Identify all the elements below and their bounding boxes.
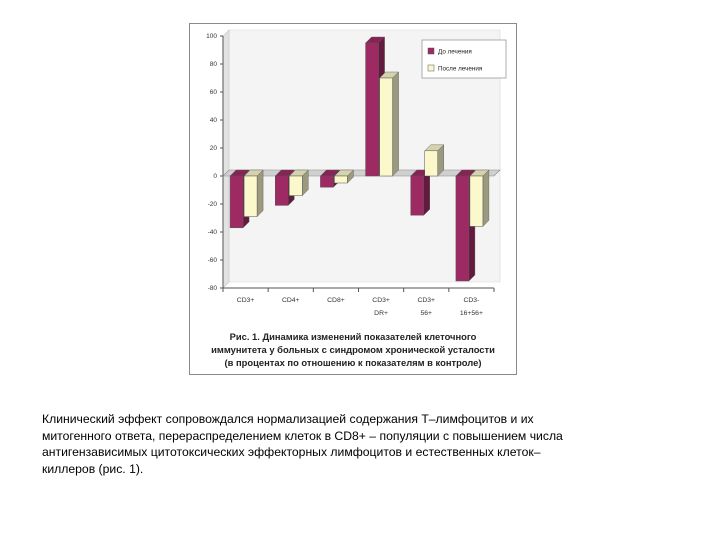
bar-side xyxy=(482,169,490,227)
bar-before xyxy=(410,169,431,216)
x-tick-label: DR+ xyxy=(374,310,388,317)
bar-after xyxy=(288,169,309,197)
y-tick-label: 100 xyxy=(206,33,217,40)
bar-after xyxy=(243,169,264,218)
bar-front xyxy=(469,175,484,227)
bar-after xyxy=(333,169,354,184)
caption-line: (в процентах по отношению к показателям … xyxy=(224,357,482,368)
paragraph-line: митогенного ответа, перераспределением к… xyxy=(42,428,563,443)
bar-side xyxy=(392,71,399,177)
bar-front xyxy=(289,175,303,196)
y-tick-label: -20 xyxy=(208,201,218,208)
bar-front xyxy=(365,42,379,177)
legend-swatch xyxy=(427,64,435,72)
x-tick-label: CD8+ xyxy=(327,297,345,304)
y-tick-label: -40 xyxy=(208,229,218,236)
legend-label: До лечения xyxy=(438,49,472,56)
figure-caption: Рис. 1. Динамика изменений показателей к… xyxy=(190,330,516,369)
legend-swatch xyxy=(427,47,435,55)
bar-front xyxy=(275,175,289,206)
bar-front xyxy=(334,175,348,184)
bar-front xyxy=(424,150,438,177)
caption-line: иммунитета у больных с синдромом хрониче… xyxy=(211,344,495,355)
paragraph-line: Клинический эффект сопровождался нормали… xyxy=(42,412,534,426)
body-paragraph: Клинический эффект сопровождался нормали… xyxy=(42,411,682,477)
x-tick-label: CD3+ xyxy=(417,297,435,304)
legend-label: После лечения xyxy=(438,66,482,73)
bar-side xyxy=(423,169,430,216)
y-tick-label: 80 xyxy=(210,61,218,68)
bar-front xyxy=(229,175,244,229)
bar-front xyxy=(379,77,393,177)
bar-after xyxy=(424,144,445,177)
y-tick-label: 60 xyxy=(210,89,218,96)
x-tick-label: CD3+ xyxy=(372,297,390,304)
x-tick-label: CD3- xyxy=(463,297,479,304)
bar-front xyxy=(243,175,258,217)
x-tick-label: CD4+ xyxy=(282,297,300,304)
x-tick-label: 56+ xyxy=(420,310,432,317)
bar-side xyxy=(256,169,264,218)
plot-side-wall xyxy=(222,29,230,289)
bar-chart: 100 80 60 40 20 0 -20 -40 -60 -80 CD3+ CD4+ CD8+ CD3+… xyxy=(206,29,507,317)
bar-front xyxy=(320,175,334,188)
bar-after xyxy=(379,71,400,177)
y-tick-label: 20 xyxy=(210,145,218,152)
bar-front xyxy=(455,175,470,282)
y-tick-label: 40 xyxy=(210,117,218,124)
caption-line: Рис. 1. Динамика изменений показателей к… xyxy=(229,331,477,342)
x-tick-label: CD3+ xyxy=(237,297,255,304)
legend-box xyxy=(421,39,507,79)
y-tick-label: -80 xyxy=(208,285,218,292)
bar-after xyxy=(469,169,490,227)
bar-front xyxy=(410,175,424,216)
paragraph-line: киллеров (рис. 1). xyxy=(42,461,144,476)
x-tick-label: 16+56+ xyxy=(460,310,483,317)
paragraph-line: антигензависимых цитотоксических эффекто… xyxy=(42,445,541,459)
y-tick-label: 0 xyxy=(213,173,217,180)
y-tick-label: -60 xyxy=(208,257,218,264)
figure-frame: 100 80 60 40 20 0 -20 -40 -60 -80 CD3+ CD4+ CD8+ CD3+… xyxy=(189,23,517,375)
